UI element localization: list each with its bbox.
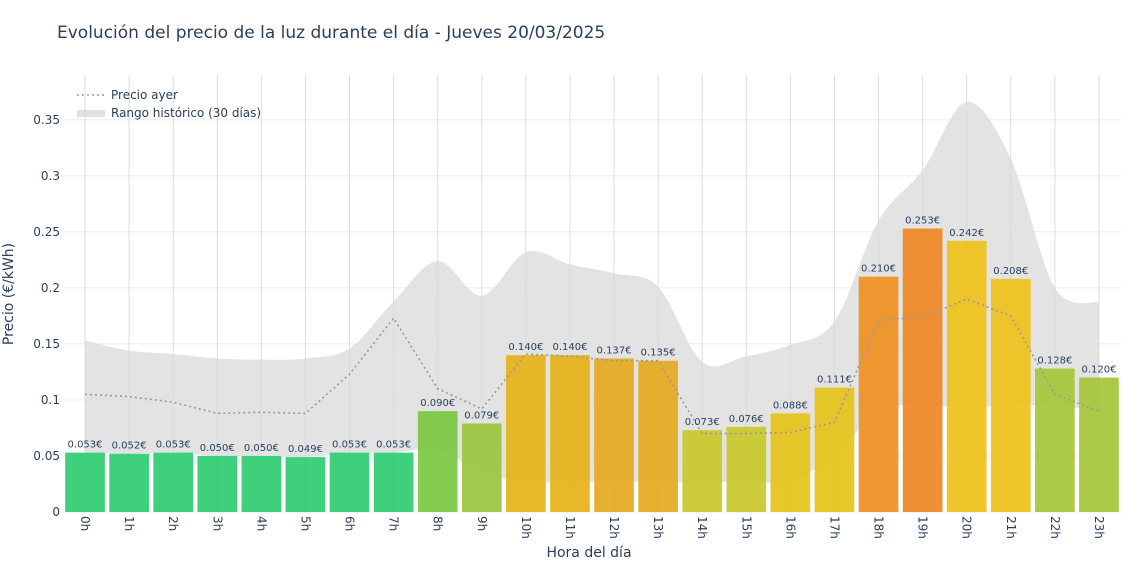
y-tick-label: 0.3 xyxy=(41,169,60,183)
bar-16h xyxy=(770,413,811,512)
historical-range-area xyxy=(85,101,1099,483)
bar-6h xyxy=(329,452,370,512)
x-tick-label: 18h xyxy=(872,516,886,539)
y-tick-label: 0.1 xyxy=(41,393,60,407)
bar-8h xyxy=(417,411,458,512)
x-tick-label: 7h xyxy=(387,516,401,531)
x-tick-label: 21h xyxy=(1004,516,1018,539)
bars xyxy=(65,228,1119,513)
y-tick-label: 0.15 xyxy=(33,337,60,351)
bar-value-labels: 0.053€ 0.052€ 0.053€ 0.050€ 0.050€ 0.049€ 0.05… xyxy=(68,216,1117,456)
bar-value-label: 0.079€ xyxy=(464,410,499,421)
bar-value-label: 0.208€ xyxy=(993,266,1028,277)
bar-7h xyxy=(373,452,414,512)
bar-value-label: 0.050€ xyxy=(244,443,279,454)
x-tick-label: 9h xyxy=(475,516,489,531)
x-tick-label: 16h xyxy=(783,516,797,539)
bar-0h xyxy=(65,452,105,512)
x-tick-label: 3h xyxy=(210,516,224,531)
x-tick-label: 13h xyxy=(651,516,665,539)
bar-19h xyxy=(902,228,943,512)
bar-17h xyxy=(814,387,855,512)
x-tick-label: 19h xyxy=(916,516,930,539)
bar-value-label: 0.140€ xyxy=(552,342,587,353)
bar-value-label: 0.053€ xyxy=(332,440,367,451)
bar-12h xyxy=(594,358,634,512)
bar-value-label: 0.120€ xyxy=(1081,365,1116,376)
x-tick-label: 15h xyxy=(739,516,753,539)
y-tick-label: 0.05 xyxy=(33,449,60,463)
bar-value-label: 0.111€ xyxy=(817,375,852,386)
bar-2h xyxy=(153,452,194,512)
bar-3h xyxy=(197,455,238,512)
bar-value-label: 0.053€ xyxy=(156,440,191,451)
y-axis-ticks: 0 0.05 0.1 0.15 0.2 0.25 0.3 0.35 xyxy=(33,113,60,519)
x-tick-label: 12h xyxy=(607,516,621,539)
y-axis-title: Precio (€/kWh) xyxy=(1,243,17,345)
x-tick-label: 23h xyxy=(1092,516,1106,539)
bar-18h xyxy=(858,276,899,512)
bar-13h xyxy=(638,360,678,512)
bar-21h xyxy=(990,278,1031,512)
x-tick-label: 4h xyxy=(254,516,268,531)
x-tick-label: 11h xyxy=(563,516,577,539)
bar-value-label: 0.210€ xyxy=(861,264,896,275)
y-tick-label: 0 xyxy=(52,505,60,519)
bar-value-label: 0.135€ xyxy=(641,348,676,359)
yesterday-price-line xyxy=(85,298,1100,435)
chart-title: Evolución del precio de la luz durante e… xyxy=(57,23,605,43)
x-tick-label: 14h xyxy=(695,516,709,539)
bar-value-label: 0.050€ xyxy=(200,443,235,454)
x-axis-ticks: 0h 1h 2h 3h 4h 5h 6h 7h 8h 9h 10h 11h 12h 13h 14h 15h 16… xyxy=(78,516,1106,539)
bar-23h xyxy=(1079,377,1119,512)
yesterday-price-polyline xyxy=(85,298,1100,435)
bar-value-label: 0.253€ xyxy=(905,216,940,227)
bar-22h xyxy=(1035,368,1075,512)
bar-value-label: 0.052€ xyxy=(112,441,147,452)
legend: Precio ayer Rango histórico (30 días) xyxy=(77,88,261,120)
y-tick-label: 0.2 xyxy=(41,281,60,295)
bar-5h xyxy=(285,457,326,512)
x-tick-label: 10h xyxy=(519,516,533,539)
x-axis-title: Hora del día xyxy=(546,545,631,561)
x-tick-label: 17h xyxy=(827,516,841,539)
bar-value-label: 0.140€ xyxy=(508,342,543,353)
bar-value-label: 0.090€ xyxy=(420,398,455,409)
x-tick-label: 20h xyxy=(960,516,974,539)
bar-15h xyxy=(726,426,767,512)
bar-value-label: 0.053€ xyxy=(376,440,411,451)
bar-value-label: 0.073€ xyxy=(685,417,720,428)
legend-band-swatch xyxy=(77,110,105,117)
x-tick-label: 5h xyxy=(298,516,312,531)
bar-4h xyxy=(241,455,282,512)
bar-value-label: 0.242€ xyxy=(949,228,984,239)
bar-11h xyxy=(550,355,590,512)
y-tick-label: 0.35 xyxy=(33,113,60,127)
legend-label-range: Rango histórico (30 días) xyxy=(111,106,261,120)
bar-20h xyxy=(946,240,987,513)
bar-value-label: 0.049€ xyxy=(288,444,323,455)
bar-value-label: 0.128€ xyxy=(1037,356,1072,367)
bar-14h xyxy=(682,430,723,512)
y-tick-label: 0.25 xyxy=(33,225,60,239)
x-tick-label: 8h xyxy=(431,516,445,531)
bar-value-label: 0.053€ xyxy=(68,440,103,451)
legend-label-yesterday: Precio ayer xyxy=(111,88,178,102)
x-tick-label: 6h xyxy=(343,516,357,531)
x-tick-label: 0h xyxy=(78,516,92,531)
x-tick-label: 1h xyxy=(122,516,136,531)
bar-value-label: 0.076€ xyxy=(729,414,764,425)
bar-9h xyxy=(461,423,502,512)
x-tick-label: 22h xyxy=(1048,516,1062,539)
bar-value-label: 0.088€ xyxy=(773,400,808,411)
bar-value-label: 0.137€ xyxy=(597,345,632,356)
bar-10h xyxy=(506,355,546,512)
historical-range-band xyxy=(85,101,1099,483)
x-tick-label: 2h xyxy=(166,516,180,531)
bar-1h xyxy=(109,453,149,512)
